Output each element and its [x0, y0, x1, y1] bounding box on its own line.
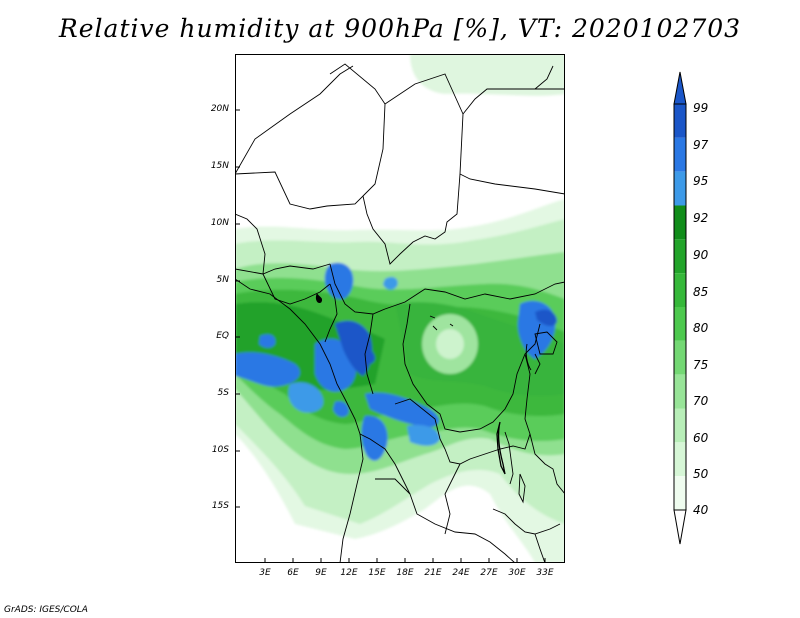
- lon-label: 6E: [287, 568, 299, 578]
- colorbar-label: 92: [693, 211, 709, 225]
- colorbar-segment: [674, 408, 686, 443]
- lon-label: 9E: [315, 568, 327, 578]
- colorbar-bottom-arrow: [673, 509, 687, 545]
- lon-label: 3E: [259, 568, 271, 578]
- colorbar-label: 40: [693, 503, 709, 517]
- lat-label: 5N: [216, 275, 229, 285]
- colorbar-label: 70: [693, 394, 709, 408]
- colorbar-segment: [674, 273, 686, 307]
- colorbar-label: 60: [693, 431, 709, 445]
- humidity-field: [235, 54, 565, 563]
- colorbar-segment: [674, 239, 686, 274]
- map-title: Relative humidity at 900hPa [%], VT: 202…: [58, 14, 742, 43]
- colorbar-segment: [674, 104, 686, 138]
- colorbar-segment: [674, 205, 686, 240]
- grads-credit: GrADS: IGES/COLA: [4, 605, 88, 615]
- colorbar-label: 95: [693, 174, 709, 188]
- colorbar-label: 50: [693, 467, 709, 481]
- lon-label: 15E: [368, 568, 386, 578]
- lat-label: EQ: [216, 331, 229, 341]
- lat-label: 10N: [210, 218, 229, 228]
- colorbar-top-arrow: [673, 71, 687, 105]
- lat-label: 20N: [210, 104, 229, 114]
- colorbar-segment: [674, 307, 686, 341]
- humidity-map: [235, 54, 565, 563]
- lon-label: 18E: [396, 568, 414, 578]
- colorbar-segment: [674, 171, 686, 206]
- colorbar-segment: [674, 442, 686, 477]
- lon-label: 33E: [536, 568, 554, 578]
- map-frame: [235, 54, 565, 563]
- colorbar-label: 75: [693, 358, 709, 372]
- colorbar-segment: [674, 476, 686, 510]
- lon-label: 21E: [424, 568, 442, 578]
- colorbar-label: 99: [693, 101, 709, 115]
- lon-label: 27E: [480, 568, 498, 578]
- country-borders: [235, 63, 565, 563]
- colorbar-label: 97: [693, 138, 709, 152]
- colorbar: [673, 71, 687, 545]
- colorbar-segment: [674, 374, 686, 409]
- lat-label: 5S: [217, 388, 229, 398]
- lon-label: 24E: [452, 568, 470, 578]
- lon-label: 12E: [340, 568, 358, 578]
- lat-label: 10S: [211, 445, 229, 455]
- lat-label: 15S: [211, 501, 229, 511]
- colorbar-segment: [674, 137, 686, 172]
- lon-label: 30E: [508, 568, 526, 578]
- colorbar-label: 80: [693, 321, 709, 335]
- colorbar-label: 85: [693, 285, 709, 299]
- colorbar-segment: [674, 340, 686, 375]
- colorbar-label: 90: [693, 248, 709, 262]
- lat-label: 15N: [210, 161, 229, 171]
- colorbar-segments: [674, 104, 686, 510]
